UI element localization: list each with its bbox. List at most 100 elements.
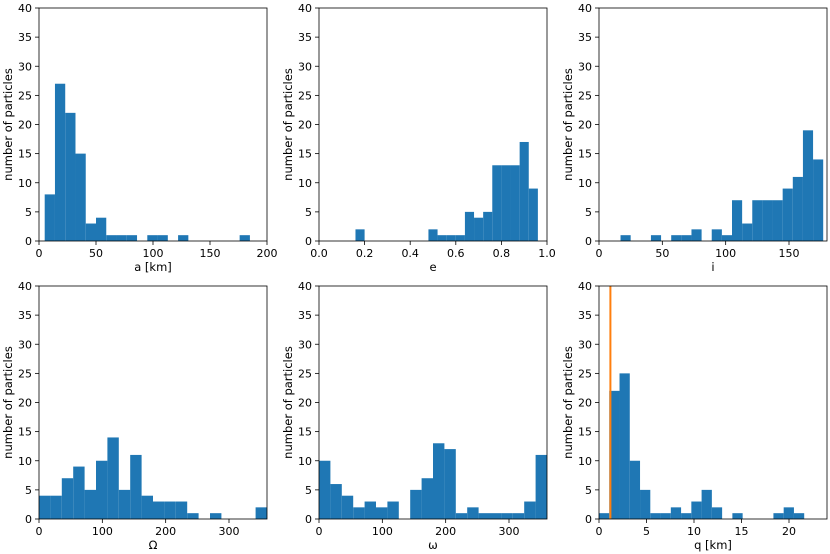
y-tick-label: 25 — [18, 89, 32, 102]
histogram-bar — [353, 507, 365, 519]
histogram-bar — [421, 478, 433, 519]
histogram-bar — [510, 165, 520, 241]
histogram-bar — [492, 165, 502, 241]
x-tick-label: 50 — [655, 247, 669, 260]
histogram-bar — [711, 229, 722, 241]
x-tick-label: 100 — [372, 525, 393, 538]
x-tick-label: 200 — [155, 525, 176, 538]
histogram-bar — [433, 443, 445, 519]
x-tick-label: 5 — [643, 525, 650, 538]
histogram-bar — [711, 507, 723, 519]
x-axis-label: a [km] — [134, 260, 172, 274]
y-tick-label: 25 — [578, 367, 592, 380]
histogram-bar — [107, 437, 119, 519]
x-tick-label: 150 — [200, 247, 221, 260]
x-tick-label: 0.4 — [401, 247, 419, 260]
y-tick-label: 20 — [578, 397, 592, 410]
y-tick-label: 30 — [298, 60, 312, 73]
histogram-bar — [762, 200, 773, 241]
y-tick-label: 15 — [578, 148, 592, 161]
x-axis-label: q [km] — [694, 538, 732, 552]
x-tick-label: 0.8 — [493, 247, 511, 260]
histogram-bar — [792, 176, 803, 241]
histogram-bar — [620, 235, 631, 241]
y-tick-label: 25 — [18, 367, 32, 380]
panel-a: 0 50 100 150 200 0 5 10 15 20 25 30 35 40 a [km] number… — [1, 2, 278, 274]
y-tick-label: 15 — [18, 148, 32, 161]
x-tick-label: 15 — [735, 525, 749, 538]
histogram-bar — [50, 495, 62, 519]
histogram-bar — [126, 235, 138, 241]
x-axis-label: ω — [428, 538, 438, 552]
y-tick-label: 5 — [25, 206, 32, 219]
y-tick-label: 35 — [298, 31, 312, 44]
histogram-bar — [629, 460, 641, 519]
y-axis-label: number of particles — [561, 68, 575, 181]
y-tick-label: 0 — [585, 235, 592, 248]
y-tick-label: 15 — [298, 148, 312, 161]
histogram-bar — [802, 130, 814, 241]
histogram-bar — [732, 200, 743, 241]
histogram-bar — [490, 513, 502, 519]
histogram-bar — [752, 200, 763, 241]
histogram-bar — [330, 484, 342, 519]
y-tick-label: 20 — [18, 119, 32, 132]
histogram-bar — [772, 200, 783, 241]
histogram-bar — [732, 513, 743, 519]
histogram-bar — [141, 495, 153, 519]
y-tick-label: 40 — [578, 2, 592, 15]
histogram-bar — [524, 501, 536, 519]
x-tick-label: 150 — [779, 247, 800, 260]
y-tick-label: 40 — [298, 2, 312, 15]
y-tick-label: 0 — [585, 513, 592, 526]
y-tick-label: 35 — [578, 31, 592, 44]
y-tick-label: 35 — [18, 31, 32, 44]
histogram-bar — [782, 188, 793, 241]
y-tick-label: 20 — [298, 397, 312, 410]
y-tick-label: 30 — [298, 338, 312, 351]
y-tick-label: 35 — [298, 309, 312, 322]
y-tick-label: 0 — [305, 513, 312, 526]
y-tick-label: 35 — [18, 309, 32, 322]
x-axis-label: e — [429, 260, 436, 274]
histogram-bar — [153, 501, 165, 519]
histogram-bar — [106, 235, 117, 241]
histogram-bar — [691, 229, 702, 241]
histogram-bar — [444, 449, 456, 519]
histogram-bar — [519, 141, 529, 241]
y-tick-label: 10 — [578, 455, 592, 468]
x-tick-label: 200 — [435, 525, 456, 538]
histogram-bar — [319, 460, 331, 519]
histogram-bar — [118, 489, 131, 519]
histogram-bar — [364, 501, 376, 519]
x-tick-label: 300 — [219, 525, 240, 538]
histogram-bar — [650, 235, 662, 241]
histogram-bar — [773, 513, 784, 519]
histogram-bar — [44, 194, 55, 241]
y-tick-label: 30 — [578, 338, 592, 351]
x-tick-label: 0.0 — [310, 247, 328, 260]
panel-e: 0.0 0.2 0.4 0.6 0.8 1.0 0 5 10 15 20 25 30 35 40 e numbe… — [281, 2, 556, 274]
histogram-bar — [210, 513, 222, 519]
histogram-bar — [650, 513, 661, 519]
x-tick-label: 0.2 — [356, 247, 374, 260]
x-tick-label: 0.6 — [447, 247, 465, 260]
histogram-bar — [681, 235, 692, 241]
y-tick-label: 5 — [305, 484, 312, 497]
histogram-bar — [255, 507, 267, 519]
histogram-bar — [670, 507, 682, 519]
y-tick-label: 10 — [298, 177, 312, 190]
panel-periapsis: 0 100 200 300 0 5 10 15 20 25 30 35 40 ω number of par… — [281, 280, 548, 552]
histogram-bar — [116, 235, 127, 241]
histogram-bar — [437, 235, 447, 241]
y-tick-label: 5 — [305, 206, 312, 219]
y-tick-label: 0 — [25, 513, 32, 526]
y-axis-label: number of particles — [1, 68, 15, 181]
histogram-bar — [483, 211, 493, 241]
histogram-bar — [660, 513, 671, 519]
y-axis-label: number of particles — [561, 346, 575, 459]
histogram-bar — [341, 495, 354, 519]
y-tick-label: 15 — [298, 426, 312, 439]
x-tick-label: 0 — [596, 247, 603, 260]
